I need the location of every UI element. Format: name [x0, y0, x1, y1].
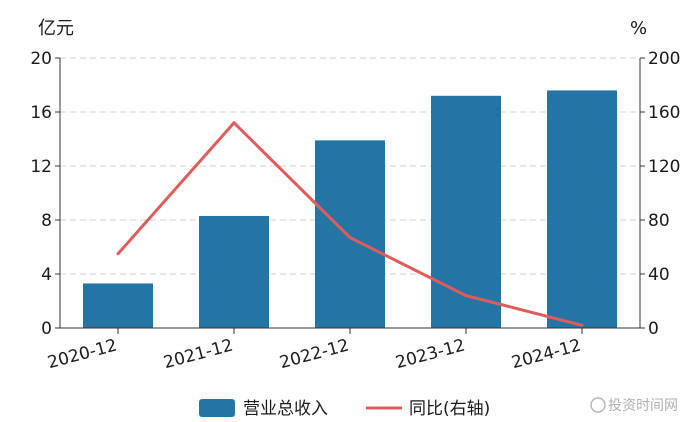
- line-series-yoy: [116, 121, 584, 327]
- right-tick-label: 160: [648, 103, 680, 123]
- right-axis-unit: %: [630, 18, 647, 39]
- right-tick-label: 0: [648, 319, 659, 339]
- left-tick-label: 4: [41, 265, 52, 285]
- watermark-text: 投资时间网: [608, 398, 678, 414]
- x-tick-label: 2020-12: [46, 336, 120, 374]
- right-axis-ticks: 0 40 80 120 160 200: [640, 49, 680, 339]
- x-tick-label: 2023-12: [394, 336, 468, 374]
- x-axis-ticks: 2020-12 2021-12 2022-12 2023-12 2024-12: [46, 328, 584, 374]
- x-tick-label: 2024-12: [510, 336, 584, 374]
- yoy-point-2024-12: [580, 323, 584, 327]
- yoy-point-2021-12: [232, 121, 236, 125]
- left-tick-label: 0: [41, 319, 52, 339]
- bar-2020-12: [83, 283, 153, 328]
- bar-2023-12: [431, 95, 501, 328]
- bar-2024-12: [547, 90, 617, 329]
- left-tick-label: 12: [30, 157, 52, 177]
- yoy-point-2022-12: [348, 236, 352, 240]
- yoy-point-2020-12: [116, 252, 120, 256]
- right-tick-label: 200: [648, 49, 680, 69]
- left-axis-ticks: 0 4 8 12 16 20: [30, 49, 60, 339]
- legend-label-revenue: 营业总收入: [243, 399, 328, 419]
- watermark: 投资时间网: [590, 397, 678, 414]
- bar-2022-12: [315, 140, 385, 328]
- bar-series-revenue: [83, 90, 617, 329]
- right-tick-label: 80: [648, 211, 670, 231]
- x-tick-label: 2022-12: [278, 336, 352, 374]
- right-tick-label: 120: [648, 157, 680, 177]
- x-tick-label: 2021-12: [162, 336, 236, 374]
- left-tick-label: 8: [41, 211, 52, 231]
- left-axis-unit: 亿元: [38, 18, 74, 39]
- yoy-point-2023-12: [464, 294, 468, 298]
- legend-label-yoy: 同比(右轴): [409, 399, 490, 419]
- right-tick-label: 40: [648, 265, 670, 285]
- left-tick-label: 20: [30, 49, 52, 69]
- watermark-logo-icon: [590, 397, 606, 413]
- bar-2021-12: [199, 215, 269, 328]
- legend: 营业总收入 同比(右轴): [199, 399, 490, 419]
- left-tick-label: 16: [30, 103, 52, 123]
- legend-swatch-revenue: [199, 399, 235, 417]
